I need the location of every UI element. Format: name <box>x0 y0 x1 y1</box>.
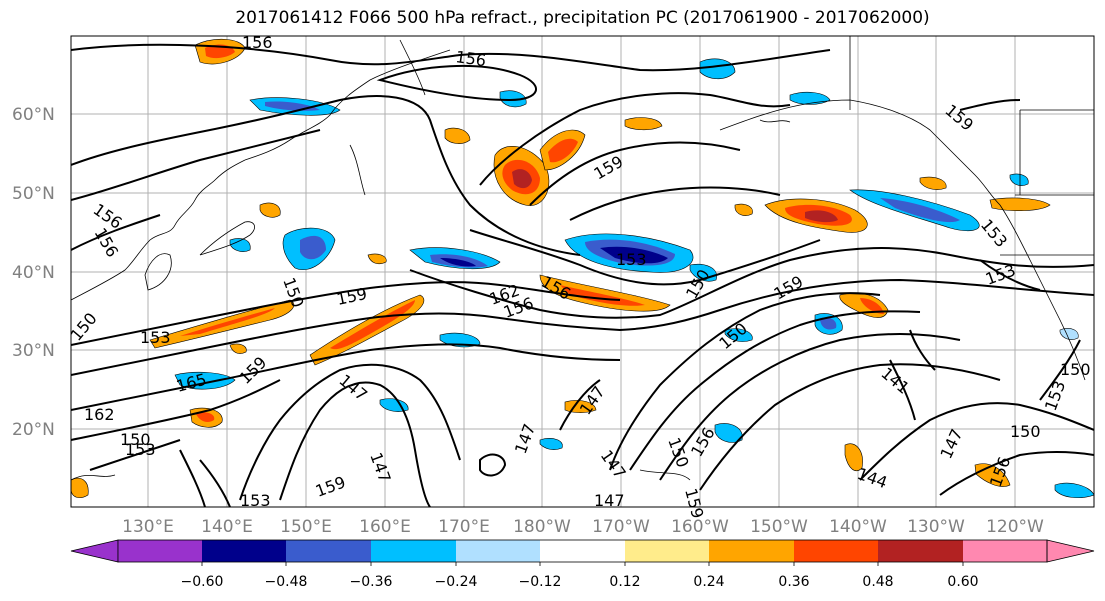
longitude-labels: 130°E 140°E 150°E 160°E 170°E 180°W 170°… <box>122 517 1044 537</box>
map-content <box>71 36 1094 507</box>
colorbar-arrow-left <box>70 539 119 563</box>
lon-label: 130°W <box>907 517 965 537</box>
lat-label: 50°N <box>12 184 55 204</box>
colorbar-tick-label: 0.24 <box>693 574 724 590</box>
map-title: 2017061412 F066 500 hPa refract., precip… <box>235 8 930 28</box>
contour-label: 150 <box>120 430 151 449</box>
lon-label: 150°W <box>750 517 808 537</box>
colorbar-segment <box>963 540 1047 562</box>
contour-label: 150 <box>1060 360 1091 379</box>
colorbar-tick-label: −0.36 <box>350 574 393 590</box>
contour-label: 162 <box>84 405 115 424</box>
colorbar-outline <box>117 539 1048 563</box>
contour-label: 153 <box>140 328 171 347</box>
latitude-labels: 60°N 50°N 40°N 30°N 20°N <box>12 105 55 440</box>
colorbar-arrow-right <box>1046 539 1095 563</box>
colorbar-segment <box>878 540 963 562</box>
colorbar-tick-label: 0.36 <box>778 574 809 590</box>
colorbar-segment <box>371 540 456 562</box>
lon-label: 140°E <box>201 517 253 537</box>
contour-label: 153 <box>240 491 271 510</box>
contour-lines <box>71 43 1094 507</box>
contour-label: 150 <box>1010 422 1041 441</box>
lon-label: 180°W <box>513 517 571 537</box>
contour-label: 153 <box>616 250 647 269</box>
map-border <box>70 35 1095 508</box>
lon-label: 170°W <box>592 517 650 537</box>
colorbar-segment <box>456 540 540 562</box>
lat-label: 30°N <box>12 341 55 361</box>
colorbar-tick-label: 0.48 <box>862 574 893 590</box>
colorbar <box>70 539 1095 566</box>
lat-label: 40°N <box>12 263 55 283</box>
lon-label: 150°E <box>280 517 332 537</box>
colorbar-ticks: −0.60 −0.48 −0.36 −0.24 −0.12 0.12 0.24 … <box>181 574 979 590</box>
lat-label: 60°N <box>12 105 55 125</box>
colorbar-tick-label: −0.12 <box>519 574 562 590</box>
colorbar-tick-label: −0.24 <box>435 574 478 590</box>
contour-label: 156 <box>242 33 273 52</box>
contour-label: 147 <box>594 491 625 510</box>
lat-label: 20°N <box>12 420 55 440</box>
colorbar-segment <box>202 540 286 562</box>
colorbar-tick-label: 0.60 <box>947 574 978 590</box>
colorbar-segment <box>286 540 371 562</box>
colorbar-segment <box>625 540 709 562</box>
lon-label: 130°E <box>122 517 174 537</box>
lon-label: 120°W <box>986 517 1044 537</box>
colorbar-segment <box>794 540 878 562</box>
contour-label: 153 <box>125 440 156 459</box>
contour-label: 156 <box>454 47 487 70</box>
graticule <box>71 36 1094 507</box>
colorbar-tick-label: −0.60 <box>181 574 224 590</box>
coastlines <box>71 36 1094 481</box>
colorbar-segment <box>540 540 625 562</box>
shading-layer <box>71 39 1094 499</box>
lon-label: 170°E <box>438 517 490 537</box>
lon-label: 140°W <box>829 517 887 537</box>
colorbar-segment <box>118 540 202 562</box>
colorbar-segment <box>709 540 794 562</box>
lon-label: 160°W <box>671 517 729 537</box>
colorbar-tick-label: 0.12 <box>609 574 640 590</box>
lon-label: 160°E <box>359 517 411 537</box>
colorbar-tick-label: −0.48 <box>265 574 308 590</box>
